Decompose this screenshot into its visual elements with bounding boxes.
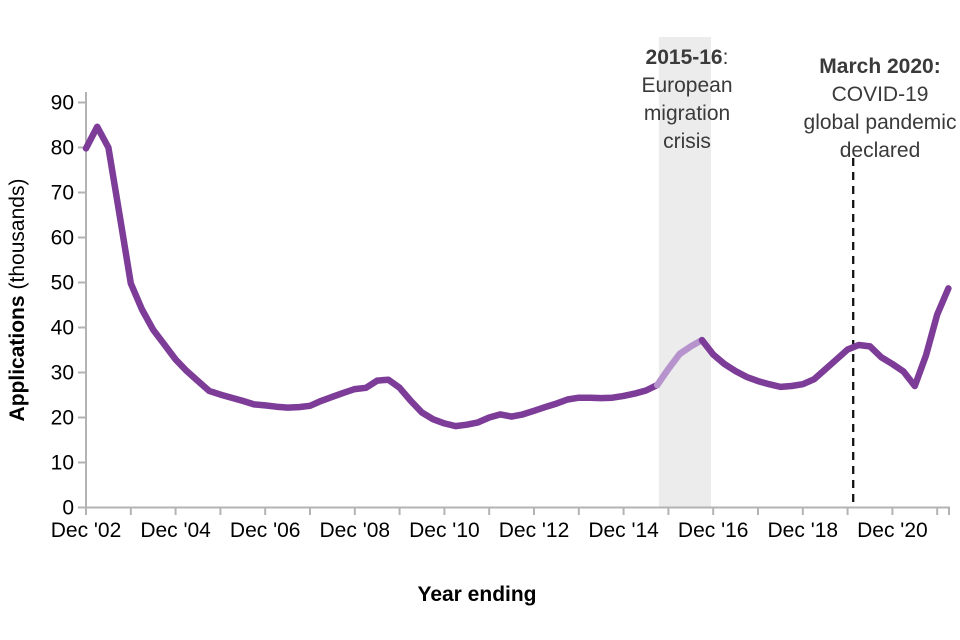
y-axis-title-main: Applications bbox=[6, 295, 29, 421]
x-axis-tick-label: Dec '10 bbox=[409, 519, 480, 542]
axes-group: 0 10 20 30 40 50 60 70 80 90 Dec '02 Dec '04 Dec '06… bbox=[51, 92, 950, 542]
x-axis-tick-label: Dec '16 bbox=[678, 519, 749, 542]
crisis-annotation-line: European bbox=[641, 74, 732, 97]
x-axis-title: Year ending bbox=[417, 583, 536, 606]
covid-annotation-heading: March 2020: bbox=[819, 55, 940, 78]
x-axis-tick-label: Dec '06 bbox=[230, 519, 301, 542]
x-axis-tick-label: Dec '04 bbox=[140, 519, 211, 542]
y-axis-tick-label: 60 bbox=[51, 227, 74, 250]
applications-line-post-crisis bbox=[698, 285, 952, 391]
y-axis-tick-label: 40 bbox=[51, 317, 74, 340]
x-axis-tick-label: Dec '18 bbox=[768, 519, 839, 542]
y-axis-tick-label: 80 bbox=[51, 137, 74, 160]
crisis-band bbox=[658, 37, 711, 508]
y-axis-tick-label: 50 bbox=[51, 272, 74, 295]
x-axis-tick-label: Dec '20 bbox=[857, 519, 928, 542]
crisis-annotation: 2015-16: European migration crisis bbox=[641, 46, 732, 153]
annotations-group: 2015-16: European migration crisis March 202… bbox=[641, 46, 956, 162]
y-axis-tick-label: 70 bbox=[51, 182, 74, 205]
crisis-annotation-line: migration bbox=[644, 102, 730, 125]
applications-line-group bbox=[82, 123, 952, 430]
covid-annotation-line: global pandemic bbox=[804, 111, 957, 134]
crisis-annotation-line: crisis bbox=[663, 130, 711, 153]
y-axis-tick-label: 90 bbox=[51, 92, 74, 115]
covid-annotation-line: declared bbox=[840, 139, 921, 162]
y-axis-tick-label: 0 bbox=[62, 497, 74, 520]
x-axis-tick-label: Dec '12 bbox=[499, 519, 570, 542]
covid-annotation: March 2020: COVID-19 global pandemic declar… bbox=[804, 55, 957, 162]
y-axis-title-unit: (thousands) bbox=[6, 179, 29, 290]
y-axis-tick-label: 10 bbox=[51, 452, 74, 475]
y-axis-title: Applications (thousands) bbox=[6, 179, 29, 422]
crisis-band-group bbox=[658, 37, 711, 508]
x-axis-tick-label: Dec '02 bbox=[51, 519, 122, 542]
y-axis-tick-label: 20 bbox=[51, 407, 74, 430]
x-axis-tick-label: Dec '14 bbox=[588, 519, 659, 542]
crisis-annotation-heading: 2015-16 bbox=[646, 46, 723, 69]
covid-annotation-line: COVID-19 bbox=[832, 83, 929, 106]
applications-line-crisis-highlight bbox=[653, 336, 706, 389]
x-axis-tick-label: Dec '08 bbox=[320, 519, 391, 542]
y-axis-tick-label: 30 bbox=[51, 362, 74, 385]
applications-line-pre-crisis bbox=[82, 123, 661, 430]
crisis-annotation-heading-suffix: : bbox=[723, 46, 729, 69]
